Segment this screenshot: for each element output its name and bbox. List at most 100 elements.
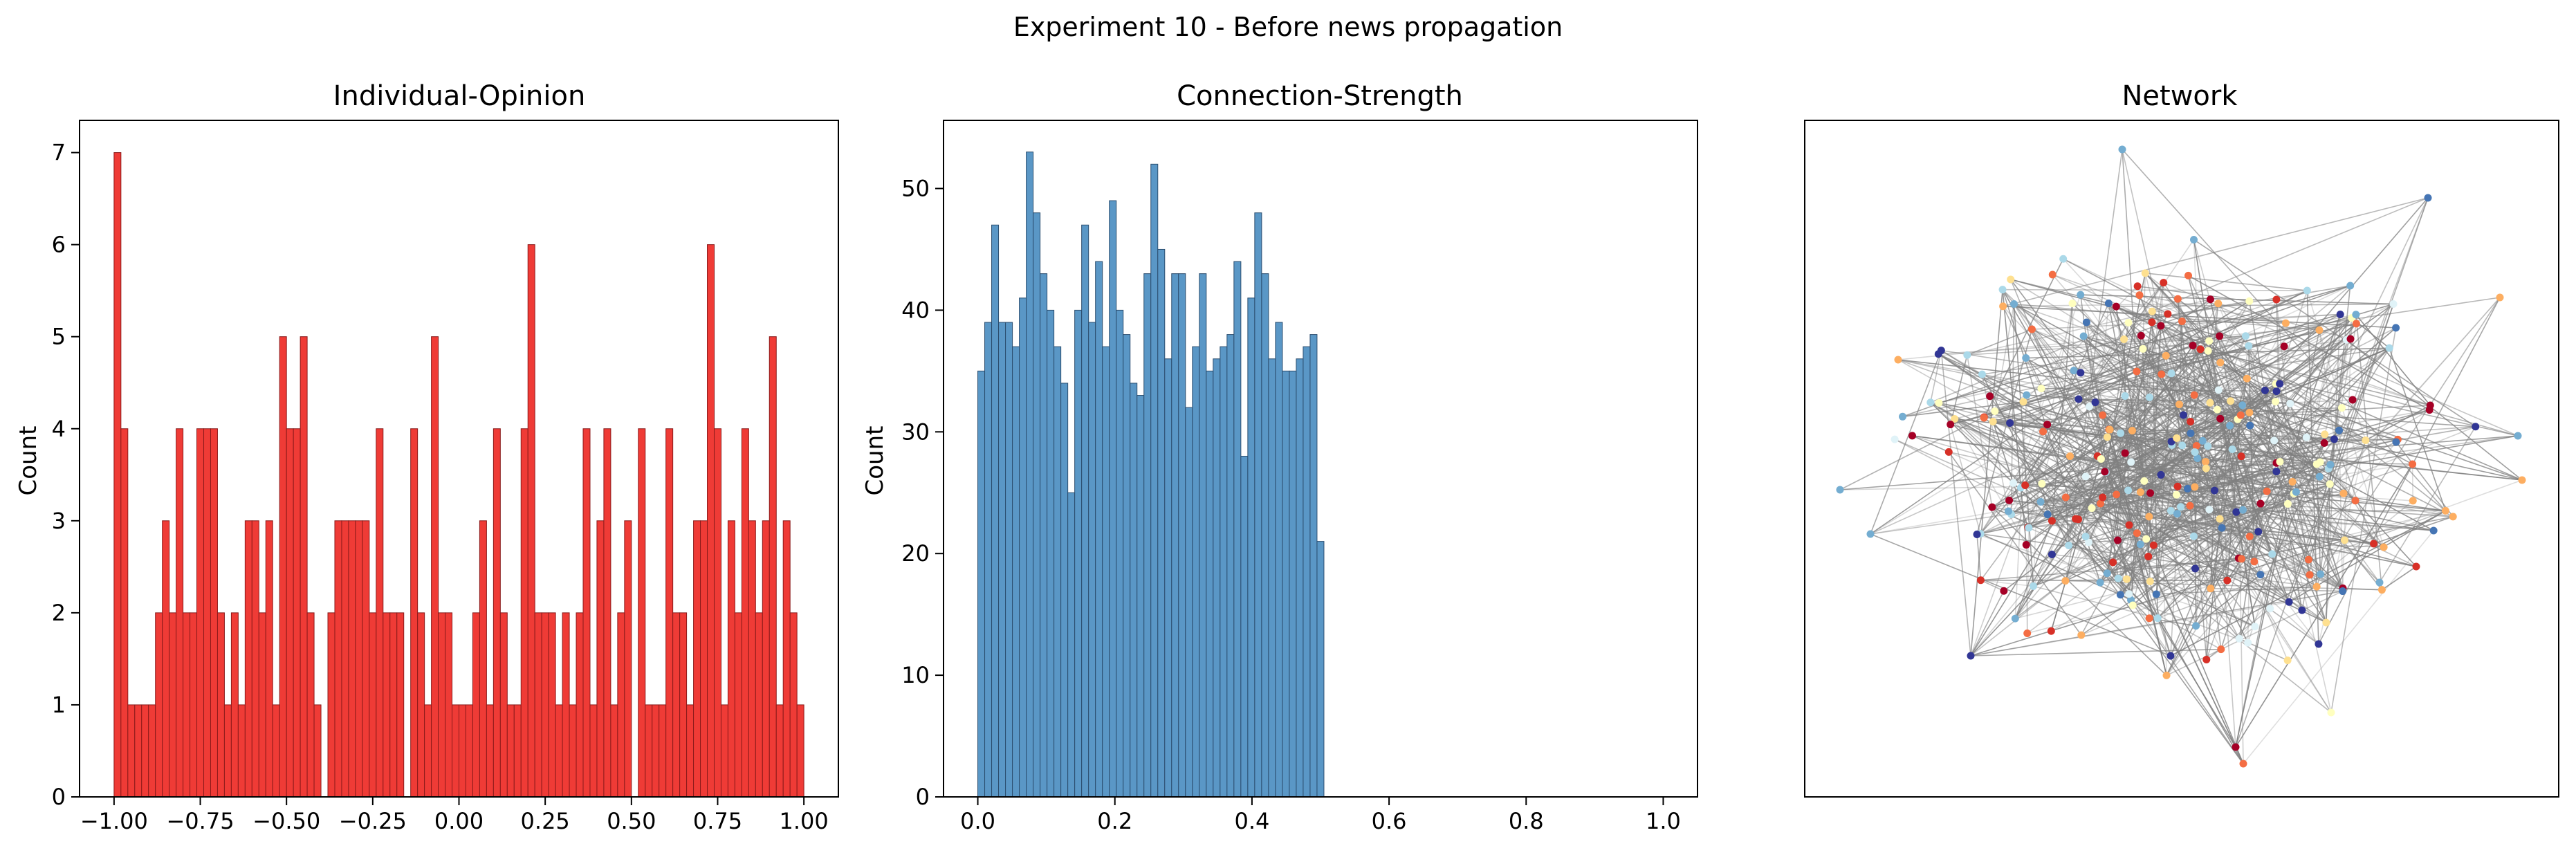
network-edge [2041,387,2096,403]
strength-ylabel: Count [861,426,889,496]
network-edge [2116,306,2431,406]
network-edge [2144,273,2320,477]
network-edge [2136,338,2351,372]
network-node [2326,461,2335,469]
opinion-title: Individual-Opinion [333,80,586,112]
network-edge [2389,347,2447,511]
network-node [2121,392,2129,401]
network-node [2237,452,2245,461]
network-node [2048,517,2056,525]
network-node [2202,464,2210,472]
network-node [2214,386,2223,394]
network-node [2316,458,2324,466]
network-edge [2319,297,2501,575]
network-node [2074,395,2083,403]
opinion-bar [383,612,391,798]
network-edge [2166,403,2291,676]
network-node [2043,511,2052,519]
network-edge [1994,285,2350,412]
network-node [2175,401,2183,409]
network-edge [2163,282,2519,436]
network-node [2327,708,2335,717]
network-node [2191,483,2199,491]
strength-bar [1067,492,1076,798]
network-edge [2176,513,2327,623]
network-node [2048,550,2056,558]
network-node [2112,302,2120,311]
network-node [2030,582,2038,590]
network-node [2339,587,2347,596]
network-node [2204,347,2212,355]
network-node [2304,555,2312,564]
strength-bar [1054,346,1062,798]
network-node [2223,576,2232,585]
network-node [2352,311,2360,319]
network-node [2103,569,2111,578]
network-node [2070,367,2078,375]
network-node [2281,319,2290,327]
network-node [2133,367,2141,376]
opinion-bar [334,520,342,798]
network-node [2103,433,2111,441]
opinion-bar [755,612,763,798]
opinion-bar [134,704,142,798]
network-edge [2023,347,2390,403]
strength-bar [1226,334,1235,798]
opinion-bar [210,428,218,798]
network-edge [2021,404,2243,488]
strength-bar [1213,358,1221,798]
network-edge [1870,299,2211,535]
network-node [1978,370,1986,378]
network-node [2109,558,2117,567]
opinion-xtick-label: −0.50 [252,808,320,834]
network-node [2128,601,2137,609]
network-edge [2240,414,2344,589]
network-node [2335,426,2343,434]
network-node [1894,356,1902,364]
network-edge [2181,445,2189,489]
network-edge [2081,464,2331,636]
network-edge [1940,350,1971,656]
network-node [2133,529,2141,537]
network-node [2133,282,2142,291]
strength-bar [1102,346,1110,798]
opinion-bar [417,612,425,798]
network-node [2187,429,2195,437]
opinion-ytick-label: 3 [52,508,66,534]
network-node [2227,397,2235,405]
opinion-bar [272,704,280,798]
opinion-ytick-label: 5 [52,324,66,350]
network-edge [2027,455,2098,528]
network-node [2177,503,2185,511]
strength-bar [1261,273,1269,798]
network-node [2106,425,2114,434]
strength-histogram: Connection-Strength Count 0.0 0.2 0.4 0.6 0.… [861,80,1698,834]
network-node [2315,326,2324,334]
network-edge [1930,402,2130,526]
network-edge [1938,335,2220,355]
network-edge [1930,350,1942,403]
network-node [2245,408,2254,416]
network-plot-frame [1804,120,2559,798]
network-node [2189,235,2198,243]
opinion-bar [465,704,473,798]
opinion-bar [217,612,225,798]
network-node [2238,506,2247,514]
opinion-bar [162,520,170,798]
network-edge [2008,282,2164,501]
opinion-xtick-label: 0.50 [607,808,656,834]
network-edge [2182,320,2286,324]
strength-bar [1220,346,1228,798]
network-edge [2027,526,2151,582]
opinion-bar [369,612,377,798]
opinion-bar [341,520,349,798]
network-edge [2108,429,2167,676]
network-node [2239,760,2247,768]
network-edge [1992,421,2259,533]
network-edge [2209,285,2351,403]
network-edge [2217,409,2317,465]
network-edge [2025,544,2034,587]
opinion-bar [527,244,535,798]
network-edge [2047,409,2430,515]
network-node [2385,344,2393,352]
